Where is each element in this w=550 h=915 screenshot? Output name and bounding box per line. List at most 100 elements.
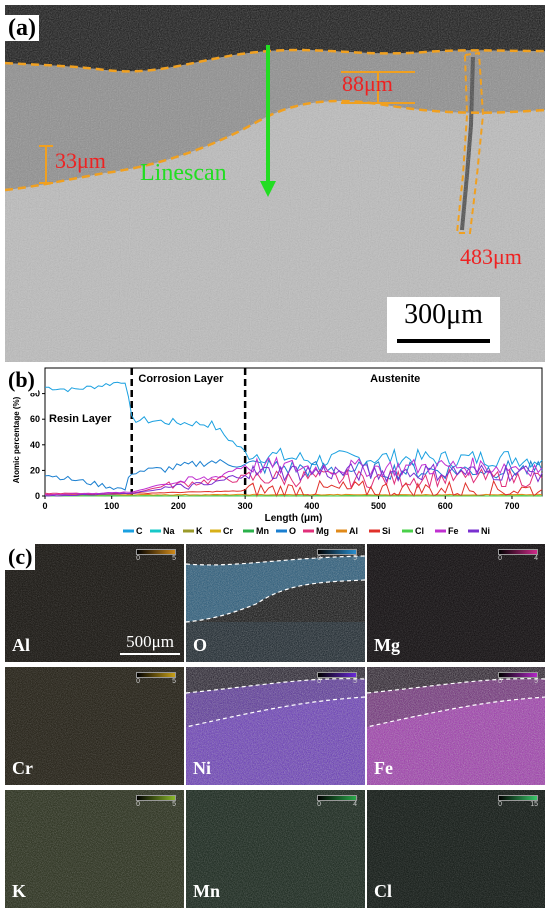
element-label: Cr [12,758,33,778]
colorbar [317,795,357,801]
colorbar-max: 5 [353,678,357,685]
legend-label-K: K [196,526,203,536]
x-tick-label: 700 [504,501,519,511]
scalebar-a-text: 300μm [404,299,483,330]
colorbar-min: 0 [498,678,502,685]
boundary-lower [367,696,545,728]
colorbar [317,549,357,555]
eds-map-al: 0 5 Al [5,544,184,662]
scalebar-c-text: 500μm [126,632,174,651]
scalebar-a-line [397,339,490,343]
y-tick-label: 0 [35,491,40,501]
scalebar-c: 500μm [120,632,180,655]
legend-label-Ni: Ni [481,526,490,536]
series-line-Ni [44,463,543,497]
colorbar-max: 15 [530,801,538,808]
x-tick-label: 600 [438,501,453,511]
region-label-resin: Resin Layer [49,413,112,425]
region-label-corrosion: Corrosion Layer [138,373,224,385]
x-tick-label: 400 [304,501,319,511]
colorbar [136,672,176,678]
sem-image-panel: (a) 88μm 33μm 483μm Linescan 300μm [5,5,545,362]
colorbar-max: 5 [534,678,538,685]
panel-c-label: (c) [5,544,36,570]
legend-label-Cl: Cl [415,526,424,536]
plot-area [44,367,543,497]
series-line-Fe [45,456,543,496]
colorbar-max: 5 [172,678,176,685]
scalebar-c-line [120,653,180,655]
colorbar-min: 0 [317,678,321,685]
legend-label-O: O [289,526,296,536]
element-label: Fe [374,758,393,778]
colorbar-max: 5 [353,555,357,562]
x-tick-label: 0 [42,501,47,511]
x-tick-label: 100 [104,501,119,511]
colorbar [317,672,357,678]
eds-map-image [5,790,184,908]
eds-map-image [186,544,365,662]
sem-micrograph [5,5,545,362]
colorbar [498,549,538,555]
y-tick-label: 40 [30,440,40,450]
linescan-label: Linescan [140,160,227,186]
scalebar-a: 300μm [387,297,500,353]
colorbar [136,549,176,555]
legend-label-Fe: Fe [448,526,459,536]
y-tick-label: 80 [30,389,40,399]
y-tick-label: 60 [30,414,40,424]
eds-map-o: 0 5 O [186,544,365,662]
eds-map-mg: 0 4 Mg [367,544,545,662]
eds-map-image [186,790,365,908]
y-tick-label: 20 [30,465,40,475]
colorbar [498,672,538,678]
linescan-chart: 0 100 200 300 400 500 600 700 0 20 40 60 80 Length (μ… [12,367,543,536]
panel-b-label: (b) [5,367,38,393]
colorbar-min: 0 [317,801,321,808]
eds-map-image [367,544,545,662]
colorbar-min: 0 [136,678,140,685]
colorbar-min: 0 [498,801,502,808]
eds-map-ni: 0 5 Ni [186,667,365,785]
thickness-label-88: 88μm [342,71,393,96]
colorbar-min: 0 [136,801,140,808]
region-label-austenite: Austenite [370,373,420,385]
eds-map-image [5,667,184,785]
x-tick-label: 300 [238,501,253,511]
legend-label-Na: Na [163,526,175,536]
thickness-label-33: 33μm [55,148,106,173]
eds-map-image [367,790,545,908]
legend-label-Al: Al [349,526,358,536]
eds-map-image [186,667,365,785]
legend-label-Cr: Cr [223,526,233,536]
legend-label-Mn: Mn [256,526,269,536]
colorbar-max: 5 [172,801,176,808]
x-tick-label: 200 [171,501,186,511]
eds-map-mn: 0 4 Mn [186,790,365,908]
element-label: Al [12,635,30,655]
colorbar-max: 5 [172,555,176,562]
linescan-chart-panel: 0 100 200 300 400 500 600 700 0 20 40 60 80 Length (μ… [5,364,545,540]
eds-map-k: 0 5 K [5,790,184,908]
colorbar-max: 4 [353,801,357,808]
element-label: Cl [374,881,392,901]
colorbar-min: 0 [498,555,502,562]
legend-label-Si: Si [382,526,391,536]
thickness-label-483: 483μm [460,244,522,269]
eds-maps-panel: 0 5 Al 0 5 O 0 4 Mg 0 5 Cr 0 5 Ni 0 5 Fe 0 5 K 0 4 Mn 0 15 Cl (c) … [5,544,545,910]
colorbar [136,795,176,801]
element-label: Mg [374,635,400,655]
colorbar [498,795,538,801]
panel-a-label: (a) [5,15,39,41]
colorbar-max: 4 [534,555,538,562]
eds-map-cl: 0 15 Cl [367,790,545,908]
element-label: O [193,635,208,655]
boundary-lower [186,579,365,623]
element-label: K [12,881,27,901]
element-label: Mn [193,881,220,901]
eds-map-image [367,667,545,785]
series-line-C [44,381,543,469]
colorbar-min: 0 [136,555,140,562]
x-axis-label: Length (μm) [265,513,323,524]
eds-map-image [5,544,184,662]
